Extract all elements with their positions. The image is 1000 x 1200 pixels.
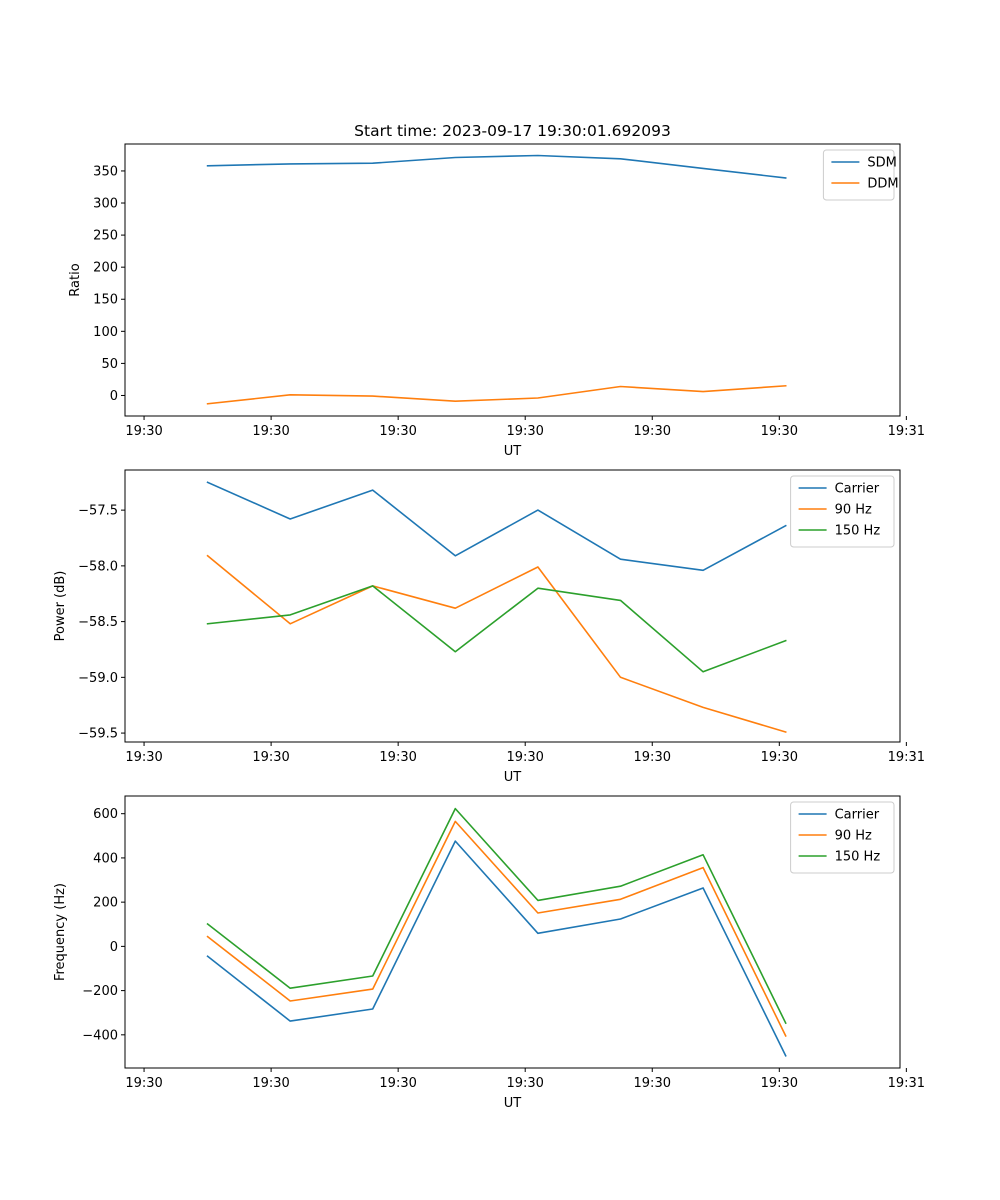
- ratio-series-ddm: [206, 384, 787, 405]
- frequency-legend: Carrier 90 Hz 150 Hz: [790, 801, 895, 874]
- frequency-legend-label: 90 Hz: [835, 829, 872, 844]
- frequency-x-tick-label: 19:30: [379, 1076, 416, 1091]
- frequency-axes-frame: [124, 795, 901, 1069]
- frequency-x-axis-label: UT: [504, 1096, 522, 1111]
- power-x-axis-label: UT: [504, 770, 522, 785]
- ratio-y-tick-label: 300: [93, 197, 118, 212]
- power-legend-label: Carrier: [835, 482, 880, 497]
- frequency-x-tick-label: 19:30: [506, 1076, 543, 1091]
- power-y-tick-label: −57.5: [78, 504, 118, 519]
- frequency-y-tick-label: −400: [82, 1028, 118, 1043]
- ratio-legend-label: SDM: [867, 156, 896, 171]
- ratio-x-tick-label: 19:31: [888, 424, 925, 439]
- frequency-series-90-hz: [206, 820, 787, 1037]
- power-x-tick-label: 19:30: [125, 750, 162, 765]
- ratio-x-tick-label: 19:30: [761, 424, 798, 439]
- frequency-x-tick-label: 19:30: [761, 1076, 798, 1091]
- ratio-x-tick-label: 19:30: [252, 424, 289, 439]
- power-legend: Carrier 90 Hz 150 Hz: [790, 475, 895, 548]
- power-panel: 19:30 19:30 19:30 19:30 19:30 19:30 19:31 −59.5…: [53, 469, 925, 785]
- ratio-x-tick-label: 19:30: [125, 424, 162, 439]
- ratio-x-axis-label: UT: [504, 444, 522, 459]
- power-y-tick-label: −59.5: [78, 727, 118, 742]
- frequency-y-axis-label: Frequency (Hz): [53, 883, 68, 981]
- ratio-panel: 19:30 19:30 19:30 19:30 19:30 19:30 19:31 0 50 10…: [68, 143, 925, 459]
- ratio-y-tick-label: 200: [93, 261, 118, 276]
- frequency-series-carrier: [206, 840, 787, 1057]
- power-x-tick-label: 19:30: [761, 750, 798, 765]
- power-x-tick-label: 19:30: [634, 750, 671, 765]
- power-series-90-hz: [206, 554, 787, 733]
- ratio-y-tick-label: 150: [93, 293, 118, 308]
- frequency-panel: 19:30 19:30 19:30 19:30 19:30 19:30 19:31 −400 −…: [53, 795, 925, 1111]
- frequency-series-150-hz: [206, 807, 787, 1025]
- frequency-x-tick-label: 19:30: [252, 1076, 289, 1091]
- power-y-axis-label: Power (dB): [53, 571, 68, 642]
- power-x-tick-label: 19:30: [252, 750, 289, 765]
- power-series-carrier: [206, 481, 787, 572]
- ratio-y-tick-label: 50: [101, 357, 118, 372]
- ratio-legend-label: DDM: [867, 177, 898, 192]
- ratio-x-tick-label: 19:30: [634, 424, 671, 439]
- frequency-y-tick-label: 0: [110, 940, 118, 955]
- ratio-y-tick-label: 0: [110, 389, 118, 404]
- power-series-150-hz: [206, 585, 787, 673]
- power-y-tick-label: −58.5: [78, 615, 118, 630]
- power-y-tick-label: −58.0: [78, 559, 118, 574]
- frequency-x-tick-label: 19:31: [888, 1076, 925, 1091]
- ratio-x-tick-label: 19:30: [506, 424, 543, 439]
- frequency-legend-label: Carrier: [835, 808, 880, 823]
- power-x-tick-label: 19:31: [888, 750, 925, 765]
- power-y-tick-label: −59.0: [78, 671, 118, 686]
- ratio-y-axis-label: Ratio: [68, 263, 83, 296]
- frequency-y-tick-label: 400: [93, 851, 118, 866]
- power-x-tick-label: 19:30: [379, 750, 416, 765]
- ratio-axes-frame: [124, 143, 901, 417]
- frequency-x-tick-label: 19:30: [634, 1076, 671, 1091]
- frequency-x-tick-label: 19:30: [125, 1076, 162, 1091]
- ratio-y-tick-label: 100: [93, 325, 118, 340]
- figure-title: Start time: 2023-09-17 19:30:01.692093: [354, 122, 671, 140]
- ratio-y-tick-label: 350: [93, 164, 118, 179]
- ratio-legend: SDM DDM: [822, 149, 899, 201]
- power-legend-label: 150 Hz: [835, 524, 881, 539]
- frequency-y-tick-label: −200: [82, 984, 118, 999]
- frequency-y-tick-label: 200: [93, 896, 118, 911]
- power-legend-label: 90 Hz: [835, 503, 872, 518]
- power-axes-frame: [124, 469, 901, 743]
- ratio-y-tick-label: 250: [93, 229, 118, 244]
- frequency-legend-label: 150 Hz: [835, 850, 881, 865]
- power-x-tick-label: 19:30: [506, 750, 543, 765]
- ratio-series-sdm: [206, 154, 787, 179]
- ratio-x-tick-label: 19:30: [379, 424, 416, 439]
- frequency-y-tick-label: 600: [93, 807, 118, 822]
